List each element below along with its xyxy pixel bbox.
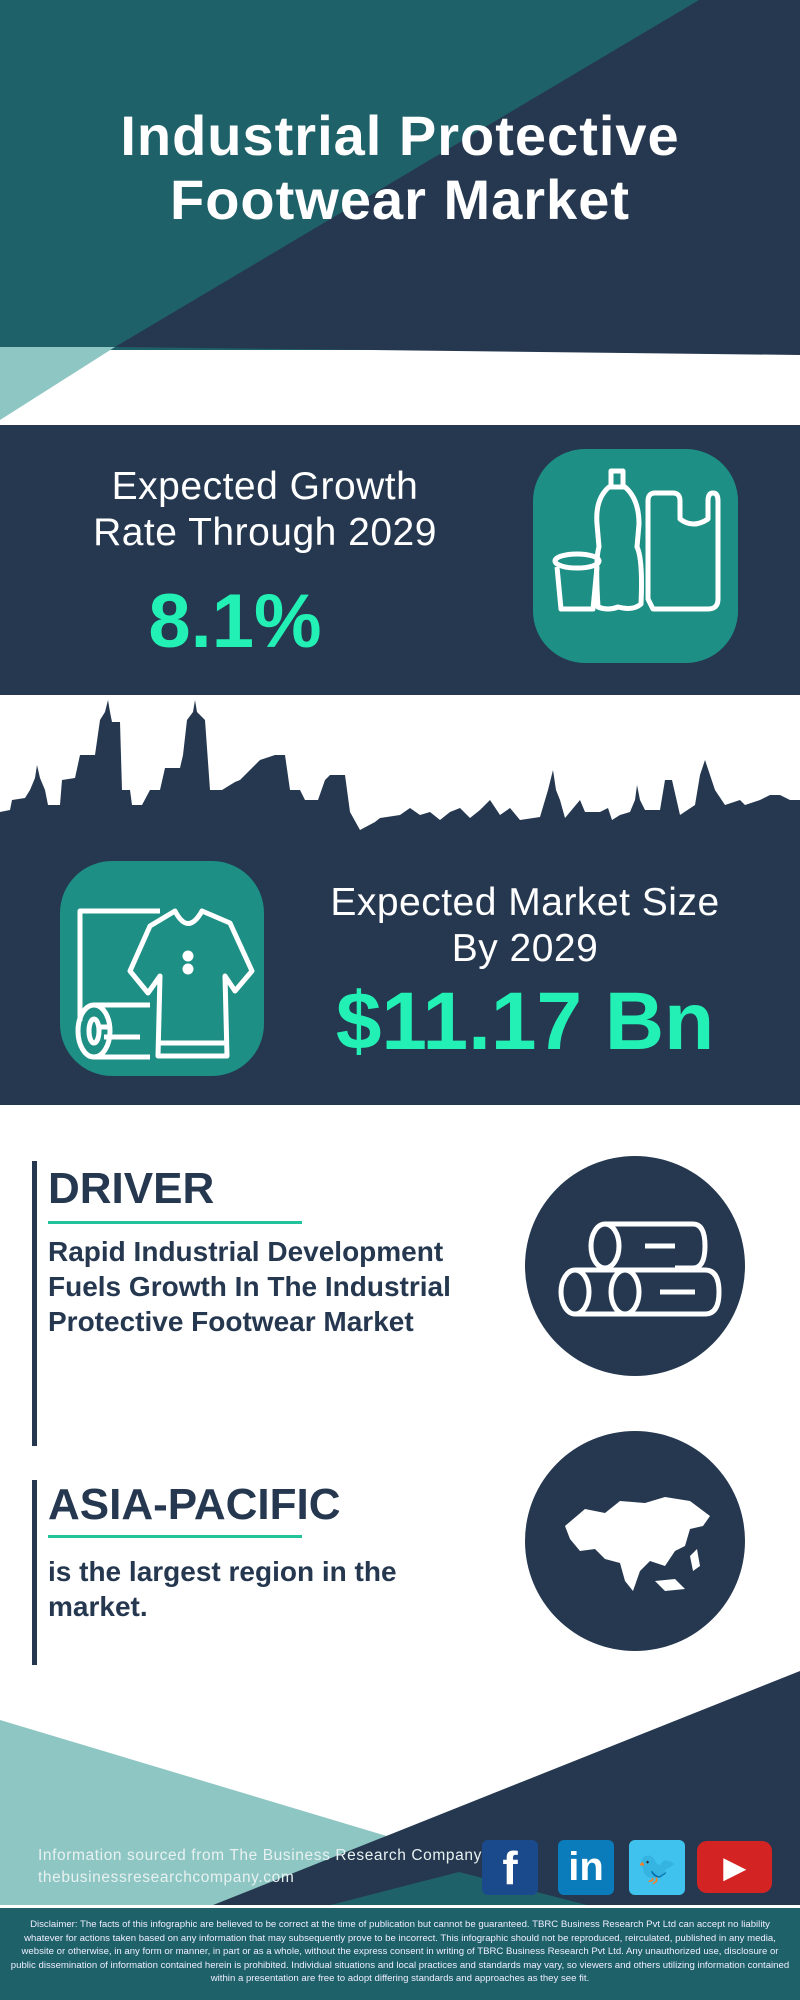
region-text: is the largest region in the market. — [48, 1554, 468, 1624]
page-title: Industrial Protective Footwear Market — [0, 104, 800, 232]
region-heading: ASIA-PACIFIC — [48, 1480, 341, 1529]
asia-map-icon — [565, 1497, 710, 1591]
title-line-1: Industrial Protective — [120, 104, 680, 167]
region-bar — [32, 1480, 37, 1665]
driver-bar — [32, 1161, 37, 1446]
market-label-line-1: Expected Market Size — [330, 881, 720, 924]
growth-icon-box — [533, 449, 738, 663]
market-label-line-2: By 2029 — [451, 927, 599, 970]
market-size-label: Expected Market Size By 2029 — [300, 880, 750, 972]
market-icon-box — [60, 861, 264, 1076]
driver-text-line: Protective Footwear Market — [48, 1306, 414, 1337]
youtube-icon[interactable]: ▶ — [697, 1841, 772, 1893]
region-underline — [48, 1535, 302, 1538]
region-text-line: is the largest region in the — [48, 1556, 397, 1587]
market-size-value: $11.17 Bn — [335, 976, 715, 1067]
growth-value: 8.1% — [148, 579, 322, 664]
linkedin-icon[interactable]: in — [558, 1840, 614, 1895]
driver-text: Rapid Industrial Development Fuels Growt… — [48, 1234, 508, 1339]
disclaimer-text: Disclaimer: The facts of this infographi… — [10, 1919, 790, 1984]
bottle-cup-bag-icon — [552, 468, 721, 612]
driver-icon-circle — [525, 1156, 745, 1376]
source-text: Information sourced from The Business Re… — [38, 1847, 482, 1864]
region-icon-circle — [525, 1431, 745, 1651]
driver-text-line: Fuels Growth In The Industrial — [48, 1271, 451, 1302]
logs-icon — [558, 1221, 722, 1317]
driver-underline — [48, 1221, 302, 1224]
source-url[interactable]: thebusinessresearchcompany.com — [38, 1869, 295, 1886]
driver-text-line: Rapid Industrial Development — [48, 1236, 444, 1267]
growth-label: Expected Growth Rate Through 2029 — [40, 464, 490, 556]
growth-label-line-2: Rate Through 2029 — [93, 511, 437, 554]
driver-heading: DRIVER — [48, 1164, 215, 1213]
twitter-icon[interactable]: 🐦 — [629, 1840, 685, 1895]
facebook-icon[interactable]: f — [482, 1840, 538, 1895]
title-line-2: Footwear Market — [170, 168, 630, 231]
region-text-line: market. — [48, 1591, 148, 1622]
shirt-fabric-roll-icon — [75, 908, 255, 1060]
growth-label-line-1: Expected Growth — [111, 465, 419, 508]
